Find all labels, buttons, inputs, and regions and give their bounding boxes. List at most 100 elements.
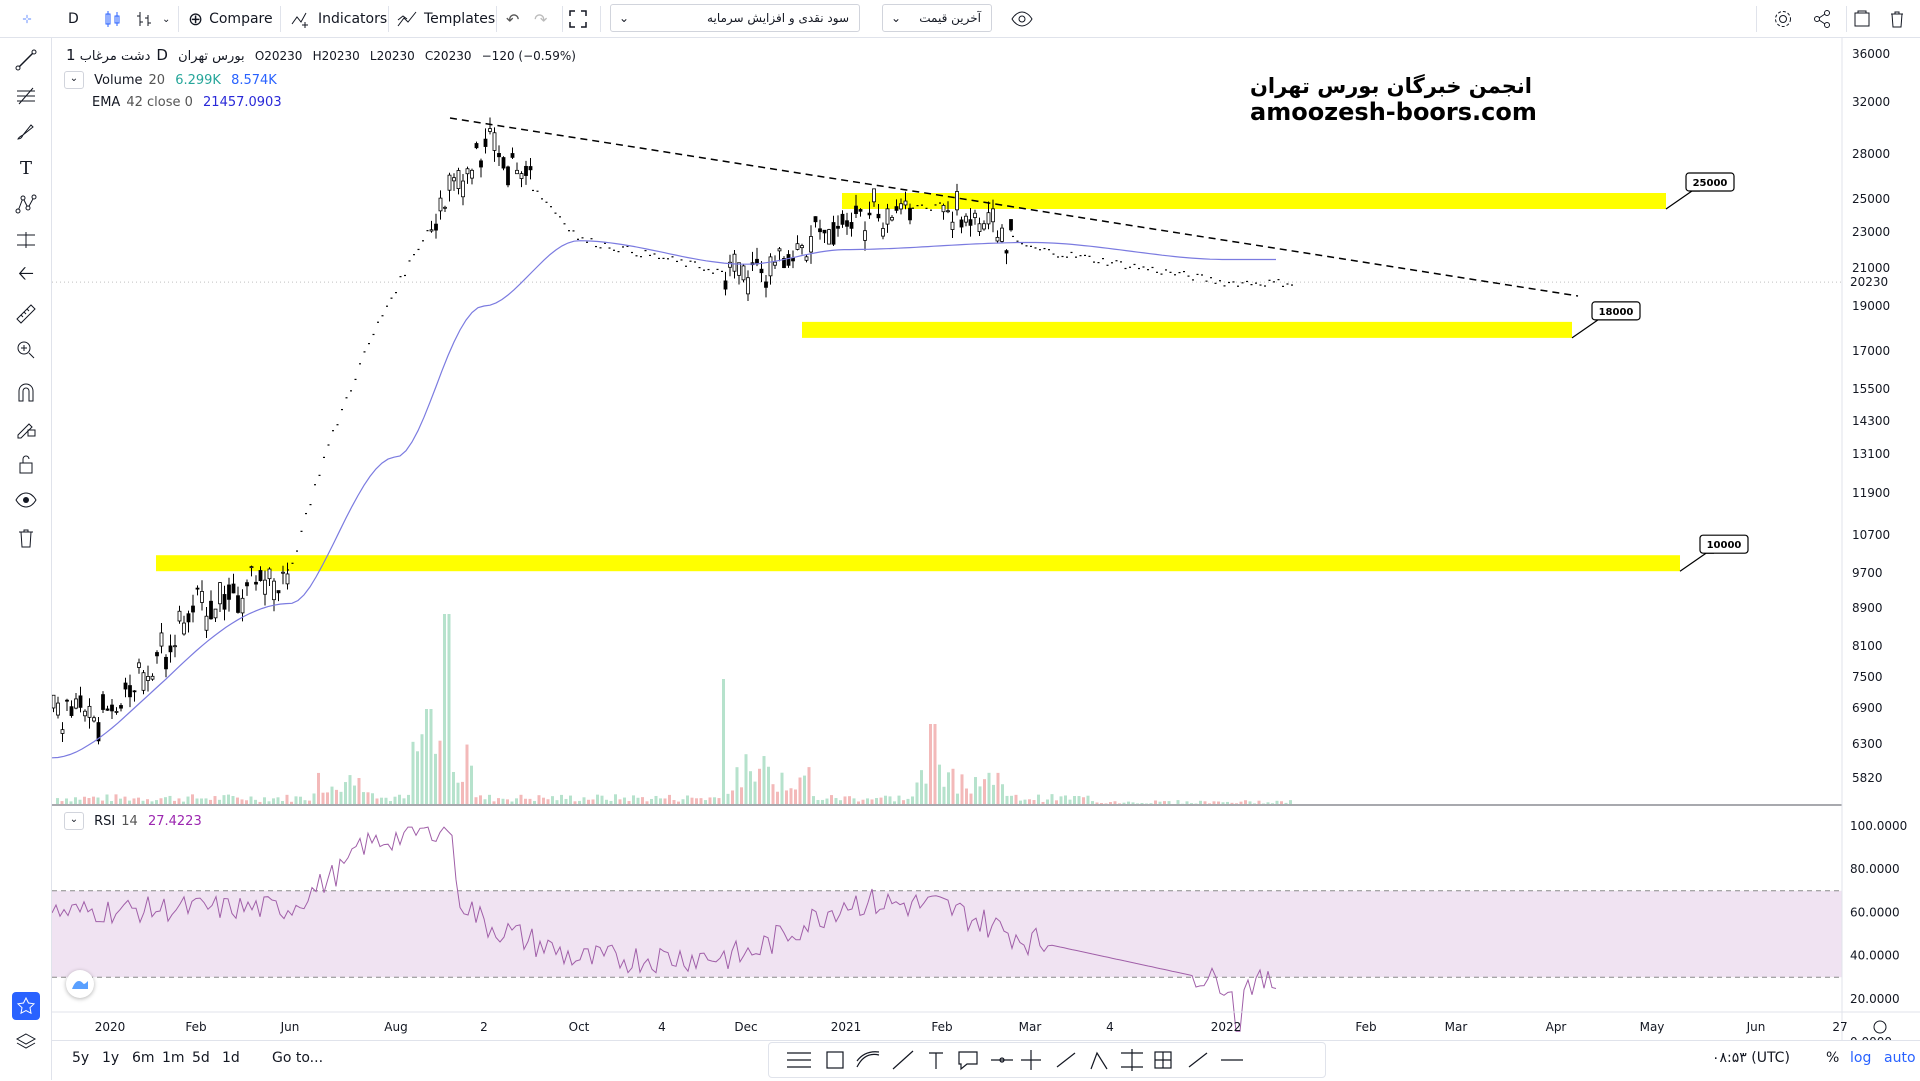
candle-body [974, 213, 977, 217]
compare-button[interactable]: ⊕ Compare [188, 0, 273, 38]
volume-bar [1154, 801, 1157, 804]
level-zone [842, 193, 1666, 209]
log-toggle[interactable]: log [1850, 1050, 1871, 1066]
layers-icon[interactable] [12, 1028, 40, 1056]
volume-bar [1285, 803, 1288, 804]
price-dot [703, 270, 705, 271]
range-button-5y[interactable]: 5y [72, 1050, 89, 1066]
volume-bar [493, 801, 496, 804]
volume-bar [871, 799, 874, 804]
share-icon[interactable] [1812, 0, 1832, 38]
price-dot [912, 208, 914, 209]
volume-bar [718, 798, 721, 804]
volume-bar [1208, 803, 1211, 804]
auto-toggle[interactable]: auto [1884, 1050, 1916, 1066]
text-tool-icon[interactable]: T [12, 154, 40, 182]
level-callout-pointer [1680, 553, 1714, 571]
rsi-pane[interactable] [52, 827, 1842, 1031]
brush-icon[interactable] [12, 118, 40, 146]
magnet-icon[interactable] [12, 378, 40, 406]
favorite-tools-icons[interactable] [769, 1043, 1325, 1077]
volume-bar [371, 793, 374, 804]
price-dot [649, 255, 651, 256]
volume-bar [1082, 797, 1085, 804]
unlock-icon[interactable] [12, 450, 40, 478]
ema-label[interactable]: EMA [92, 95, 120, 110]
candle-body [823, 230, 826, 233]
redo-icon[interactable]: ↷ [534, 0, 547, 38]
candle-body [250, 567, 253, 568]
price-dot [640, 256, 642, 257]
volume-bar [646, 801, 649, 804]
volume-bar [614, 794, 617, 804]
price-dot [1039, 249, 1041, 250]
eye-icon[interactable] [12, 486, 40, 514]
snapshot-icon[interactable] [1852, 0, 1872, 38]
layout-select[interactable]: ⌄ سود نقدی و افزایش سرمایه [610, 4, 860, 32]
price-axis-label: 8100 [1852, 639, 1883, 653]
price-dot [1048, 249, 1050, 250]
range-button-1m[interactable]: 1m [162, 1050, 185, 1066]
range-button-1y[interactable]: 1y [102, 1050, 119, 1066]
tv-logo-icon[interactable] [66, 970, 94, 998]
volume-bar [902, 800, 905, 804]
bar-style-icon[interactable]: ⌄ [134, 0, 170, 38]
symbol-name[interactable]: دشت مرغاب [80, 49, 151, 64]
trash-icon[interactable] [1888, 0, 1906, 38]
zoom-in-icon[interactable] [12, 336, 40, 364]
volume-bar [821, 800, 824, 804]
chevron-down-icon[interactable]: ⌄ [162, 14, 170, 25]
volume-bar [1289, 800, 1292, 804]
prediction-icon[interactable] [12, 226, 40, 254]
goto-button[interactable]: Go to... [272, 1050, 323, 1066]
undo-icon[interactable]: ↶ [506, 0, 519, 38]
volume-bar [191, 794, 194, 804]
volume-bar [286, 795, 289, 804]
ruler-icon[interactable] [12, 300, 40, 328]
price-dot [418, 249, 420, 250]
fib-icon[interactable] [12, 82, 40, 110]
candle-body [151, 676, 154, 679]
candle-body [942, 205, 945, 211]
price-source-select[interactable]: ⌄ آخرین قیمت [882, 4, 992, 32]
crosshair-icon[interactable] [22, 0, 32, 38]
rsi-label[interactable]: RSI [94, 814, 115, 829]
collapse-legend-button[interactable]: ⌄ [64, 71, 84, 89]
candle-body [241, 598, 244, 613]
chevron-down-icon: ⌄ [619, 11, 629, 25]
volume-bar [884, 796, 887, 804]
candle-body [760, 269, 763, 272]
templates-button[interactable]: Templates [396, 0, 495, 38]
candle-style-icon[interactable] [102, 0, 124, 38]
collapse-legend-button[interactable]: ⌄ [64, 812, 84, 830]
volume-bar [1001, 784, 1004, 804]
fullscreen-icon[interactable] [568, 0, 588, 38]
interval-button[interactable]: D [68, 0, 79, 38]
arrow-left-icon[interactable]: 🡠 [12, 262, 40, 290]
volume-bar [227, 795, 230, 804]
eye-icon[interactable] [1010, 0, 1034, 38]
ema-value: 21457.0903 [203, 95, 282, 110]
volume-bar [1190, 803, 1193, 804]
lock-drawing-icon[interactable] [12, 414, 40, 442]
range-button-6m[interactable]: 6m [132, 1050, 155, 1066]
trash-icon[interactable] [12, 524, 40, 552]
gear-icon[interactable] [1772, 0, 1794, 38]
star-favorites-icon[interactable] [12, 992, 40, 1020]
volume-bar [1051, 794, 1054, 804]
indicators-button[interactable]: Indicators [290, 0, 387, 38]
volume-bar [1064, 795, 1067, 804]
trend-line-icon[interactable] [12, 46, 40, 74]
candle-body [201, 591, 204, 602]
pattern-icon[interactable] [12, 190, 40, 218]
clock-label[interactable]: ۰۸:۵۳ (UTC) [1712, 1050, 1790, 1066]
volume-bar [92, 797, 95, 804]
price-dot [1084, 255, 1086, 256]
percent-toggle[interactable]: % [1826, 1050, 1839, 1066]
range-button-1d[interactable]: 1d [222, 1050, 240, 1066]
volume-label[interactable]: Volume [94, 73, 142, 88]
volume-bar [700, 798, 703, 804]
range-button-5d[interactable]: 5d [192, 1050, 210, 1066]
